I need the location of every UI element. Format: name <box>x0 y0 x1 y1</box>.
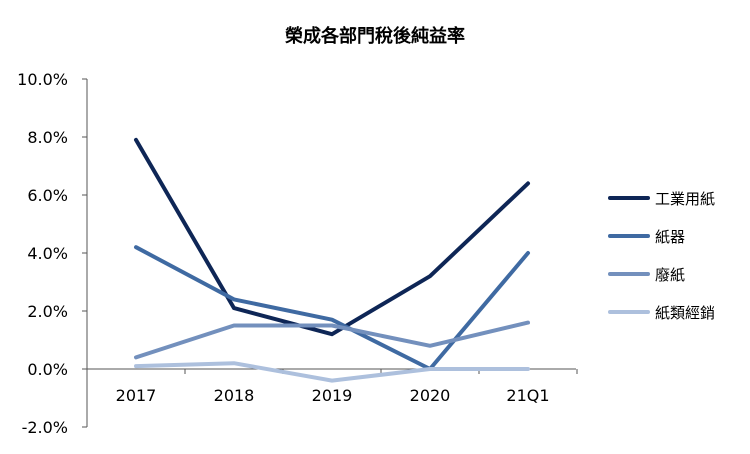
axes: -2.0% 0.0% 2.0% 4.0% 6.0% 8.0% 10.0% 2017 2018 20… <box>17 70 578 437</box>
x-tick-label: 2019 <box>312 386 353 405</box>
y-tick-label: 6.0% <box>27 186 68 205</box>
chart-title: 榮成各部門稅後純益率 <box>285 25 465 47</box>
legend-label: 廢紙 <box>655 266 685 284</box>
series-line-3 <box>134 320 530 360</box>
legend-label: 紙器 <box>655 228 685 246</box>
series-line-4 <box>134 361 530 383</box>
x-tick-label: 21Q1 <box>506 386 549 405</box>
y-tick-label: 2.0% <box>27 302 68 321</box>
y-tick-label: 8.0% <box>27 128 68 147</box>
series-line-1 <box>134 137 530 337</box>
series-line-2 <box>134 245 530 371</box>
x-tick-label: 2017 <box>116 386 157 405</box>
x-tick-label: 2020 <box>410 386 451 405</box>
legend-label: 工業用紙 <box>655 190 715 208</box>
series-group <box>134 137 530 383</box>
y-tick-label: 10.0% <box>17 70 68 89</box>
x-tick-label: 2018 <box>214 386 255 405</box>
y-tick-label: 0.0% <box>27 360 68 379</box>
y-tick-label: -2.0% <box>22 418 68 437</box>
legend-label: 紙類經銷 <box>655 304 715 322</box>
y-tick-label: 4.0% <box>27 244 68 263</box>
